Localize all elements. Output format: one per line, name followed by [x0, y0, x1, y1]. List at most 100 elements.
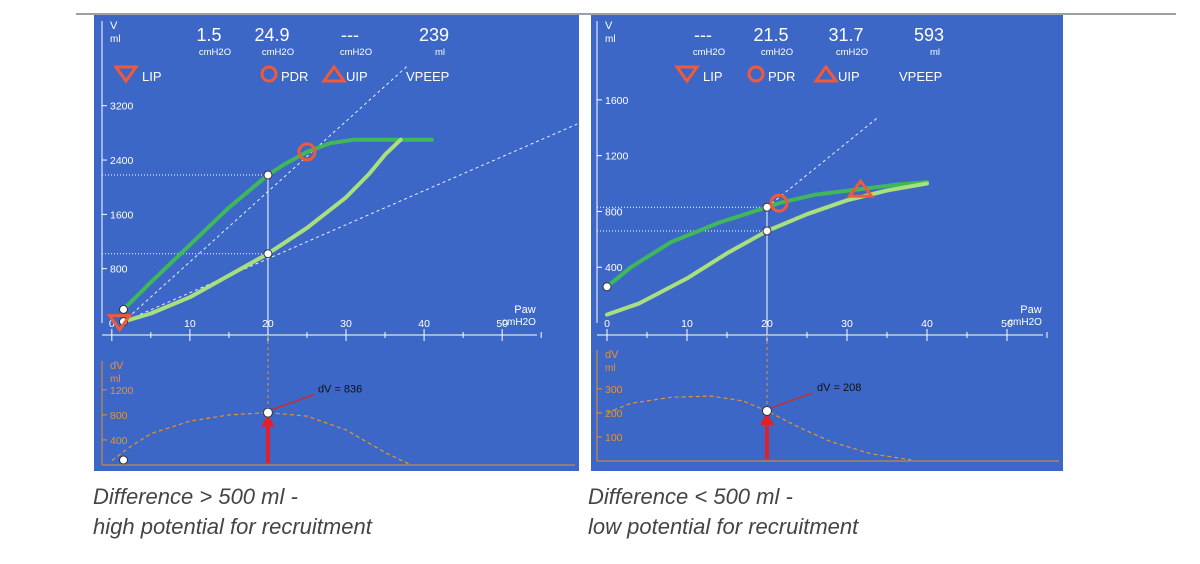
y-axis-unit: ml [605, 34, 616, 45]
guide-line [123, 122, 579, 323]
y-axis-unit: ml [110, 34, 121, 45]
marker-label: VPEEP [406, 69, 449, 84]
x-axis-unit: cmH2O [502, 317, 536, 328]
header-unit: cmH2O [262, 47, 294, 58]
right-caption-line2: low potential for recruitment [588, 514, 859, 539]
header-value: --- [694, 25, 712, 45]
dv-curve [111, 411, 409, 465]
y-tick-label: 800 [605, 206, 623, 218]
x-tick-label: 30 [340, 318, 352, 330]
dv-peak-point [762, 405, 772, 416]
measured-point [602, 282, 612, 292]
dv-annotation-leader [770, 392, 814, 409]
x-tick-label: 0 [604, 318, 610, 330]
header-unit: cmH2O [199, 47, 231, 58]
inflation-curve [121, 137, 434, 312]
marker-label: PDR [768, 69, 795, 84]
dv-tick-label: 300 [605, 384, 623, 396]
y-tick-label: 800 [110, 264, 128, 276]
left-chart-panel: 1.5 cmH2O 24.9 cmH2O --- cmH2O 239 ml LIP PDR UIP V… [94, 15, 579, 471]
y-tick-label: 2400 [110, 155, 134, 167]
marker-label: UIP [346, 69, 368, 84]
dv-axis-unit: ml [110, 374, 121, 385]
pdr-legend-icon [747, 65, 765, 83]
dv-tick-label: 1200 [110, 385, 134, 397]
y-tick-label: 1200 [605, 151, 629, 163]
marker-label: LIP [142, 69, 162, 84]
header-value: 239 [419, 25, 449, 45]
x-tick-label: 10 [184, 318, 196, 330]
dv-arrow-head [760, 412, 774, 425]
marker-label: UIP [838, 69, 860, 84]
x-tick-label: 50 [1001, 318, 1013, 330]
x-axis-label: Paw [1020, 304, 1041, 316]
uip-marker [846, 178, 875, 198]
x-axis-label: Paw [514, 304, 535, 316]
dv-axis-label: dV [110, 360, 124, 372]
dv-curve [606, 395, 912, 461]
inflation-curve [605, 180, 929, 289]
y-tick-label: 1600 [110, 209, 134, 221]
header-unit: cmH2O [836, 47, 868, 58]
dv-peak-point [262, 407, 273, 418]
dv-tick-label: 400 [110, 435, 128, 447]
x-tick-label: 0 [109, 318, 115, 330]
left-pv-chart: 1.5 cmH2O 24.9 cmH2O --- cmH2O 239 ml LIP PDR UIP V… [101, 20, 579, 466]
left-caption-line1: Difference > 500 ml - [93, 484, 298, 509]
dv-axis-label: dV [605, 349, 619, 361]
header-unit: ml [435, 47, 445, 58]
header-unit: ml [930, 47, 940, 58]
lip-legend-icon [674, 65, 700, 84]
guide-line [766, 116, 880, 208]
uip-legend-icon [321, 64, 347, 83]
header-value: 593 [914, 25, 944, 45]
pdr-legend-icon [260, 65, 278, 83]
x-tick-label: 40 [921, 318, 933, 330]
y-tick-label: 1600 [605, 95, 629, 107]
marker-label: VPEEP [899, 69, 942, 84]
dv-annotation-leader [271, 393, 315, 411]
y-tick-label: 400 [605, 262, 623, 274]
right-pv-chart: --- cmH2O 21.5 cmH2O 31.7 cmH2O 593 ml LIP PDR UIP… [596, 20, 1059, 462]
dv-arrow-head [260, 414, 275, 427]
dv-axis-unit: ml [605, 363, 616, 374]
measured-point [119, 304, 129, 314]
x-tick-label: 10 [681, 318, 693, 330]
x-tick-label: 40 [418, 318, 430, 330]
lip-legend-icon [113, 65, 139, 84]
header-value: --- [341, 25, 359, 45]
dv-annotation: dV = 208 [817, 382, 861, 394]
right-caption: Difference < 500 ml - low potential for … [588, 482, 858, 542]
x-tick-label: 30 [841, 318, 853, 330]
pdr-marker [297, 142, 317, 162]
measured-point [263, 249, 273, 259]
left-caption: Difference > 500 ml - high potential for… [93, 482, 372, 542]
guide-line [123, 64, 409, 323]
dv-tick-label: 200 [605, 408, 623, 420]
header-value: 1.5 [196, 25, 221, 45]
y-tick-label: 3200 [110, 101, 134, 113]
right-chart-panel: --- cmH2O 21.5 cmH2O 31.7 cmH2O 593 ml LIP PDR UIP… [591, 15, 1063, 471]
deflation-curve [121, 137, 403, 324]
x-tick-label: 50 [496, 318, 508, 330]
y-axis-label: V [110, 20, 118, 32]
right-caption-line1: Difference < 500 ml - [588, 484, 793, 509]
dv-annotation: dV = 836 [318, 384, 362, 396]
marker-label: LIP [703, 69, 723, 84]
header-value: 21.5 [753, 25, 788, 45]
header-unit: cmH2O [693, 47, 725, 58]
dv-tick-label: 100 [605, 432, 623, 444]
lip-marker [106, 314, 133, 333]
header-unit: cmH2O [761, 47, 793, 58]
dv-start-point [119, 455, 129, 465]
marker-label: PDR [281, 69, 308, 84]
measured-point [762, 226, 772, 236]
y-axis-label: V [605, 20, 613, 32]
left-caption-line2: high potential for recruitment [93, 514, 372, 539]
measured-point [263, 170, 273, 180]
top-divider-line [76, 13, 1176, 15]
uip-legend-icon [813, 64, 839, 83]
dv-tick-label: 800 [110, 410, 128, 422]
header-unit: cmH2O [340, 47, 372, 58]
header-value: 24.9 [254, 25, 289, 45]
